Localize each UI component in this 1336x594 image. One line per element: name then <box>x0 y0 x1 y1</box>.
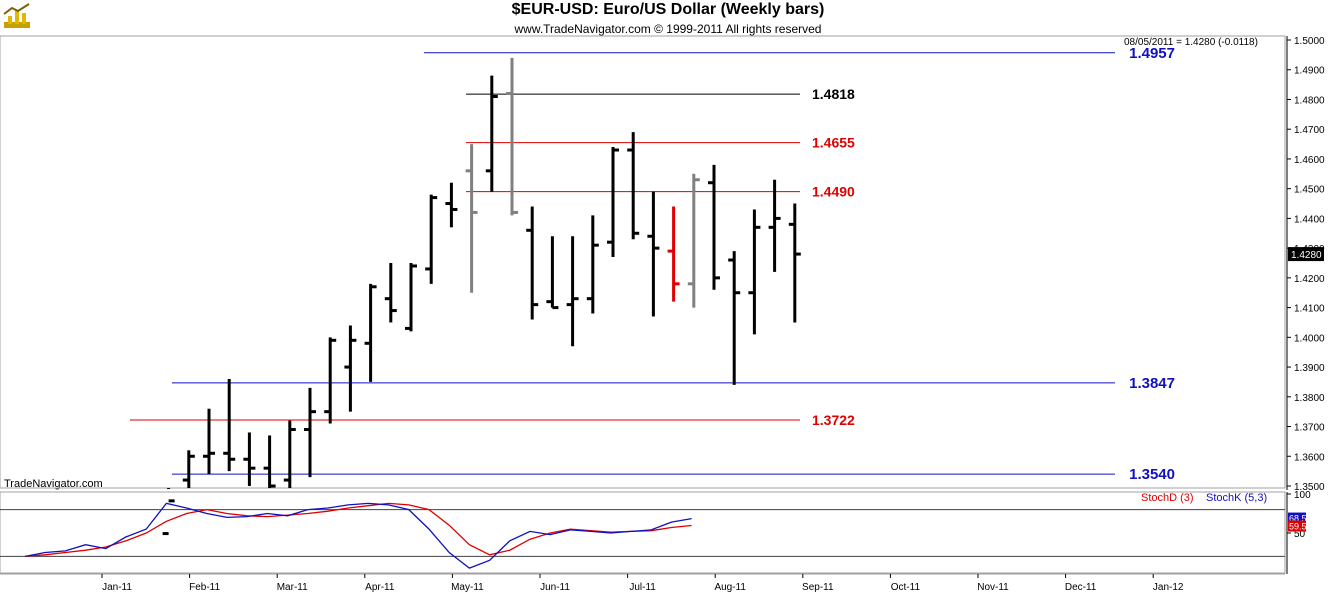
ohlc-bar <box>667 206 680 302</box>
ohlc-bar <box>788 203 801 323</box>
y-tick-label: 1.4400 <box>1294 214 1325 225</box>
ohlc-bar <box>304 387 316 478</box>
y-tick-label: 1.3900 <box>1294 363 1325 374</box>
stochk-last-label: 68.51 <box>1289 514 1312 524</box>
legend-stochk: StochK (5,3) <box>1206 492 1268 504</box>
ohlc-bar <box>748 209 761 335</box>
ohlc-bar <box>203 408 215 475</box>
level-label: 1.4655 <box>812 135 855 151</box>
ohlc-bar <box>566 236 579 347</box>
x-tick-label: Mar-11 <box>277 582 308 593</box>
ohlc-bar <box>607 147 619 258</box>
ohlc-bar <box>223 378 236 472</box>
y-tick-label: 1.3800 <box>1294 393 1325 404</box>
y-tick-label: 1.4000 <box>1294 333 1325 344</box>
level-label: 1.4957 <box>1129 45 1175 62</box>
x-tick-label: Oct-11 <box>891 582 921 593</box>
stochd-last-label: 59.56 <box>1289 522 1312 532</box>
y-tick-label: 1.3500 <box>1294 482 1325 493</box>
stoch-y-tick-label: 100 <box>1294 490 1311 501</box>
ohlc-bar <box>627 132 640 240</box>
ohlc-bar <box>283 420 296 488</box>
y-tick-label: 1.5000 <box>1294 36 1325 47</box>
x-tick-label: Sep-11 <box>802 582 834 593</box>
ohlc-bar <box>405 263 417 332</box>
y-tick-label: 1.4800 <box>1294 95 1325 106</box>
stochd-last-tag <box>1288 520 1306 532</box>
ohlc-bar <box>708 164 720 290</box>
ohlc-bar <box>546 236 559 310</box>
x-tick-label: Jan-12 <box>1153 582 1184 593</box>
last-price-label: 1.4280 <box>1291 250 1322 261</box>
x-tick-label: May-11 <box>451 582 484 593</box>
level-label: 1.4490 <box>812 184 855 200</box>
last-quote-readout: 08/05/2011 = 1.4280 (-0.0118) <box>1124 37 1258 48</box>
x-tick-label: Apr-11 <box>365 582 395 593</box>
ohlc-bar <box>182 450 195 488</box>
level-label: 1.3722 <box>812 412 855 428</box>
trade-navigator-logo <box>2 2 32 32</box>
x-tick-label: Feb-11 <box>189 582 220 593</box>
stochk-line <box>24 502 692 569</box>
ohlc-bar <box>647 191 660 317</box>
ohlc-bar <box>344 325 357 412</box>
ohlc-bar <box>526 206 539 320</box>
x-tick-label: Aug-11 <box>714 582 746 593</box>
chart-subtitle: www.TradeNavigator.com © 1999-2011 All r… <box>514 22 822 36</box>
y-tick-label: 1.4200 <box>1294 274 1325 285</box>
y-tick-label: 1.3600 <box>1294 452 1325 463</box>
x-tick-label: Jun-11 <box>540 582 570 593</box>
ohlc-bar <box>445 182 458 228</box>
ohlc-bar <box>324 337 337 424</box>
ohlc-bar <box>425 194 438 284</box>
y-tick-label: 1.4700 <box>1294 125 1325 136</box>
ohlc-bar <box>162 488 175 536</box>
ohlc-bar <box>243 432 256 486</box>
chart-title: $EUR-USD: Euro/US Dollar (Weekly bars) <box>511 1 825 18</box>
ohlc-bar <box>384 263 397 323</box>
ohlc-bar <box>506 57 518 216</box>
level-label: 1.3847 <box>1129 375 1175 392</box>
stoch-y-tick-label: 50 <box>1294 529 1306 540</box>
last-price-tag <box>1288 247 1324 262</box>
ohlc-bar <box>465 144 478 293</box>
y-tick-label: 1.4900 <box>1294 66 1325 77</box>
ohlc-bar <box>485 75 498 192</box>
x-tick-label: Jul-11 <box>629 582 656 593</box>
level-label: 1.3540 <box>1129 466 1175 483</box>
ohlc-bar <box>263 435 276 488</box>
y-tick-label: 1.4600 <box>1294 155 1325 166</box>
level-label: 1.4818 <box>812 86 855 102</box>
ohlc-bar <box>687 173 700 308</box>
y-tick-label: 1.4500 <box>1294 185 1325 196</box>
x-tick-label: Nov-11 <box>977 582 1009 593</box>
x-tick-label: Jan-11 <box>102 582 132 593</box>
ohlc-bar <box>364 283 377 382</box>
stochk-last-tag <box>1288 512 1306 524</box>
ohlc-bar <box>768 179 781 272</box>
watermark: TradeNavigator.com <box>4 478 103 490</box>
ohlc-bar <box>586 215 599 314</box>
y-tick-label: 1.3700 <box>1294 423 1325 434</box>
x-tick-label: Dec-11 <box>1065 582 1097 593</box>
y-tick-label: 1.4100 <box>1294 304 1325 315</box>
legend-stochd: StochD (3) <box>1141 492 1194 504</box>
ohlc-bar <box>728 251 741 385</box>
stochd-line <box>24 502 692 558</box>
